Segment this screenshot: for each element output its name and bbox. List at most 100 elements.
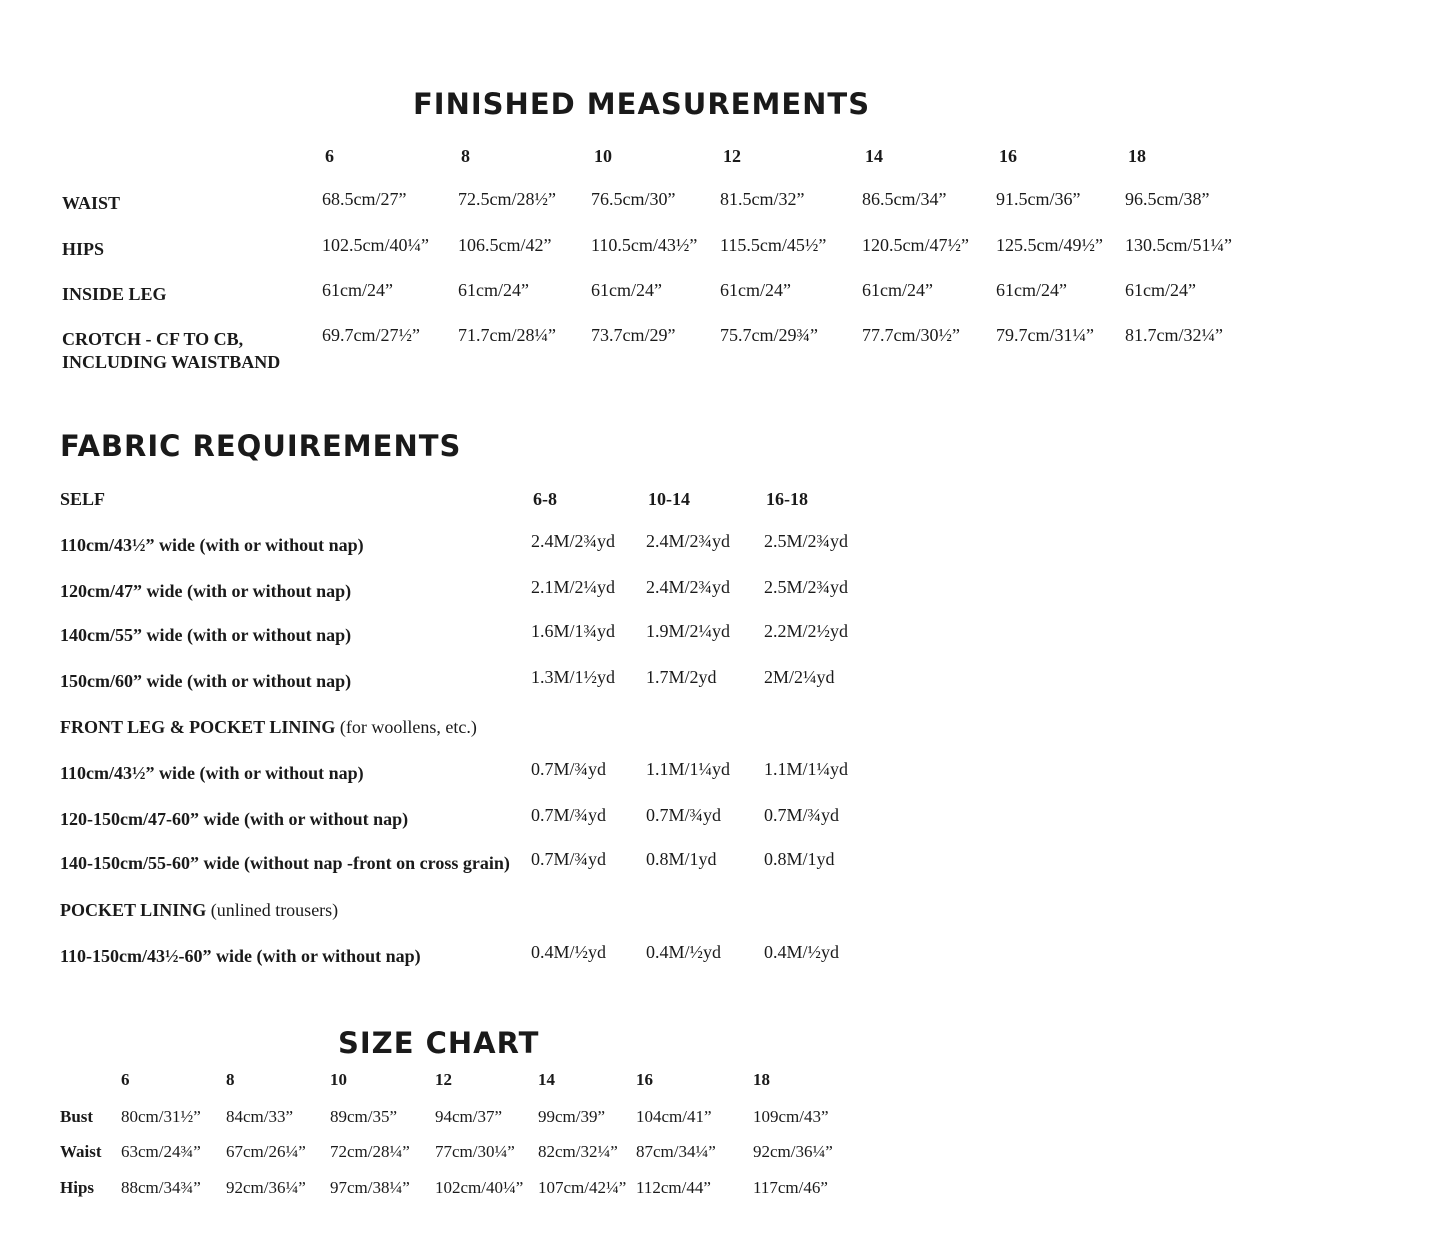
size-header: 16 <box>999 146 1017 166</box>
heading-note: (for woollens, etc.) <box>339 717 477 737</box>
measurement-value: 73.7cm/29” <box>591 325 676 345</box>
fabric-amount: 0.4M/½yd <box>531 942 607 962</box>
measurement-value: 61cm/24” <box>591 280 662 300</box>
fabric-amount: 0.4M/½yd <box>646 942 722 962</box>
size-header: 18 <box>1128 146 1146 166</box>
measurement-value: 125.5cm/49½” <box>996 235 1103 255</box>
size-group-header: 6-8 <box>533 489 557 509</box>
fabric-amount: 1.1M/1¼yd <box>646 759 731 779</box>
body-measurement: 63cm/24¾” <box>121 1142 201 1161</box>
row-label: Bust <box>60 1107 94 1126</box>
row-label: CROTCH - CF TO CB, <box>62 329 244 349</box>
fabric-width-label: 110-150cm/43½-60” wide (with or without … <box>60 946 421 966</box>
body-measurement: 84cm/33” <box>226 1107 294 1126</box>
size-header: 14 <box>538 1070 555 1089</box>
fabric-amount: 1.6M/1¾yd <box>531 621 616 641</box>
size-header: 6 <box>121 1070 130 1089</box>
fabric-amount: 2.4M/2¾yd <box>531 531 616 551</box>
measurement-value: 76.5cm/30” <box>591 189 676 209</box>
fabric-width-label: 110cm/43½” wide (with or without nap) <box>60 535 364 555</box>
measurement-value: 72.5cm/28½” <box>458 189 556 209</box>
fabric-amount: 0.7M/¾yd <box>764 805 840 825</box>
body-measurement: 77cm/30¼” <box>435 1142 515 1161</box>
measurement-value: 71.7cm/28¼” <box>458 325 556 345</box>
fabric-width-label: 120cm/47” wide (with or without nap) <box>60 581 352 601</box>
fabric-amount: 2.4M/2¾yd <box>646 577 731 597</box>
fabric-amount: 2.5M/2¾yd <box>764 531 849 551</box>
body-measurement: 88cm/34¾” <box>121 1178 201 1197</box>
fabric-amount: 0.4M/½yd <box>764 942 840 962</box>
body-measurement: 72cm/28¼” <box>330 1142 410 1161</box>
size-header: 8 <box>461 146 470 166</box>
measurement-value: 69.7cm/27½” <box>322 325 420 345</box>
measurement-value: 61cm/24” <box>862 280 933 300</box>
size-header: 12 <box>435 1070 452 1089</box>
size-group-header: 16-18 <box>766 489 808 509</box>
body-measurement: 87cm/34¼” <box>636 1142 716 1161</box>
fabric-amount: 0.7M/¾yd <box>531 805 607 825</box>
measurement-value: 61cm/24” <box>996 280 1067 300</box>
fabric-amount: 2.4M/2¾yd <box>646 531 731 551</box>
measurement-value: 110.5cm/43½” <box>591 235 698 255</box>
fabric-amount: 1.1M/1¼yd <box>764 759 849 779</box>
body-measurement: 107cm/42¼” <box>538 1178 627 1197</box>
fabric-width-label: 140cm/55” wide (with or without nap) <box>60 625 352 645</box>
measurement-value: 115.5cm/45½” <box>720 235 827 255</box>
section-heading: SELF <box>60 489 106 509</box>
row-label: HIPS <box>62 239 105 259</box>
measurement-value: 91.5cm/36” <box>996 189 1081 209</box>
fabric-amount: 1.9M/2¼yd <box>646 621 731 641</box>
size-header: 16 <box>636 1070 653 1089</box>
measurement-value: 79.7cm/31¼” <box>996 325 1094 345</box>
fabric-amount: 1.3M/1½yd <box>531 667 616 687</box>
fabric-amount: 0.7M/¾yd <box>531 759 607 779</box>
size-header: 18 <box>753 1070 770 1089</box>
measurement-value: 130.5cm/51¼” <box>1125 235 1232 255</box>
measurement-value: 102.5cm/40¼” <box>322 235 429 255</box>
measurement-value: 61cm/24” <box>720 280 791 300</box>
body-measurement: 112cm/44” <box>636 1178 711 1197</box>
fabric-width-label: 140-150cm/55-60” wide (without nap -fron… <box>60 853 510 873</box>
row-label: INSIDE LEG <box>62 284 167 304</box>
fabric-width-label: 150cm/60” wide (with or without nap) <box>60 671 352 691</box>
measurement-value: 86.5cm/34” <box>862 189 947 209</box>
section-title: FINISHED MEASUREMENTS <box>413 87 871 121</box>
fabric-amount: 2.1M/2¼yd <box>531 577 616 597</box>
size-header: 14 <box>865 146 883 166</box>
measurement-value: 81.7cm/32¼” <box>1125 325 1223 345</box>
row-label: Hips <box>60 1178 95 1197</box>
body-measurement: 82cm/32¼” <box>538 1142 618 1161</box>
heading-text: POCKET LINING <box>60 900 207 920</box>
measurement-value: 77.7cm/30½” <box>862 325 960 345</box>
body-measurement: 89cm/35” <box>330 1107 398 1126</box>
body-measurement: 97cm/38¼” <box>330 1178 410 1197</box>
fabric-amount: 2.2M/2½yd <box>764 621 849 641</box>
heading-text: FRONT LEG & POCKET LINING <box>60 717 336 737</box>
body-measurement: 92cm/36¼” <box>753 1142 833 1161</box>
size-header: 10 <box>594 146 612 166</box>
size-header: 6 <box>325 146 334 166</box>
fabric-amount: 1.7M/2yd <box>646 667 717 687</box>
fabric-amount: 0.7M/¾yd <box>531 849 607 869</box>
body-measurement: 109cm/43” <box>753 1107 829 1126</box>
body-measurement: 99cm/39” <box>538 1107 606 1126</box>
size-header: 12 <box>723 146 741 166</box>
measurement-value: 75.7cm/29¾” <box>720 325 818 345</box>
fabric-amount: 0.8M/1yd <box>646 849 717 869</box>
size-group-header: 10-14 <box>648 489 690 509</box>
body-measurement: 80cm/31½” <box>121 1107 201 1126</box>
body-measurement: 94cm/37” <box>435 1107 503 1126</box>
fabric-amount: 0.8M/1yd <box>764 849 835 869</box>
body-measurement: 104cm/41” <box>636 1107 712 1126</box>
fabric-amount: 0.7M/¾yd <box>646 805 722 825</box>
body-measurement: 117cm/46” <box>753 1178 828 1197</box>
fabric-amount: 2M/2¼yd <box>764 667 835 687</box>
measurement-value: 68.5cm/27” <box>322 189 407 209</box>
body-measurement: 67cm/26¼” <box>226 1142 306 1161</box>
heading-note: (unlined trousers) <box>210 900 339 920</box>
measurement-value: 61cm/24” <box>322 280 393 300</box>
section-title: SIZE CHART <box>338 1026 540 1060</box>
body-measurement: 102cm/40¼” <box>435 1178 524 1197</box>
section-heading: POCKET LINING (unlined trousers) <box>60 899 338 921</box>
measurement-value: 96.5cm/38” <box>1125 189 1210 209</box>
